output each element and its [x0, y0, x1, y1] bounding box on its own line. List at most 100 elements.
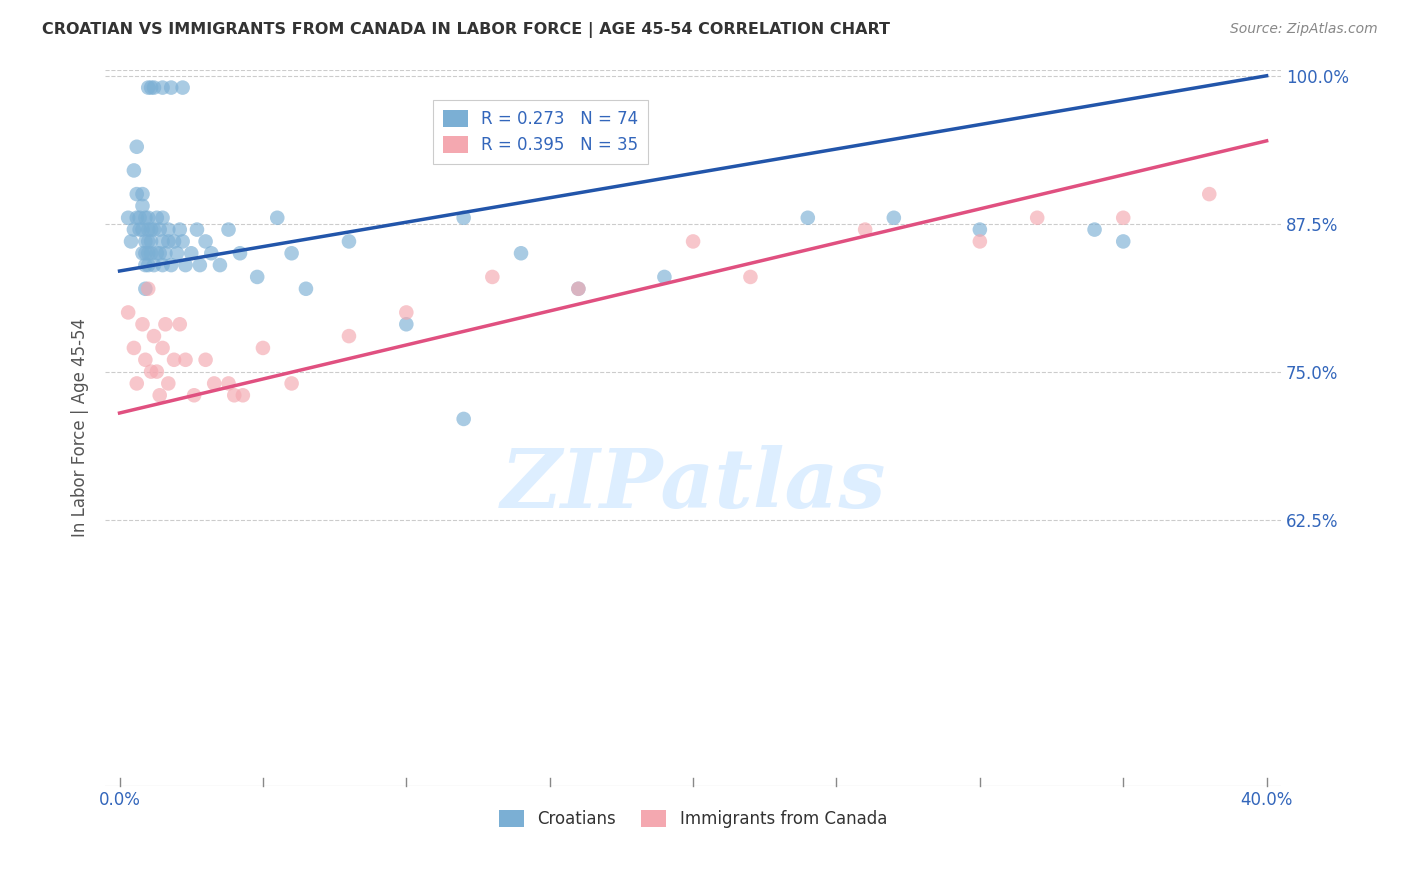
Point	[453, 412, 475, 426]
Point	[174, 258, 197, 272]
Point	[252, 341, 274, 355]
Point	[1112, 211, 1135, 225]
Point	[125, 376, 148, 391]
Point	[152, 341, 174, 355]
Point	[174, 352, 197, 367]
Point	[246, 269, 269, 284]
Point	[131, 246, 153, 260]
Point	[136, 211, 159, 225]
Point	[143, 80, 166, 95]
Point	[453, 211, 475, 225]
Point	[152, 235, 174, 249]
Point	[194, 352, 217, 367]
Point	[136, 235, 159, 249]
Point	[654, 269, 676, 284]
Point	[567, 282, 589, 296]
Point	[163, 235, 186, 249]
Point	[160, 258, 183, 272]
Point	[134, 282, 156, 296]
Point	[125, 140, 148, 154]
Point	[1083, 222, 1105, 236]
Point	[128, 211, 150, 225]
Y-axis label: In Labor Force | Age 45-54: In Labor Force | Age 45-54	[72, 318, 89, 537]
Point	[122, 341, 145, 355]
Point	[218, 376, 240, 391]
Point	[186, 222, 208, 236]
Point	[567, 282, 589, 296]
Point	[797, 211, 820, 225]
Point	[136, 222, 159, 236]
Point	[202, 376, 225, 391]
Point	[157, 222, 180, 236]
Point	[280, 246, 302, 260]
Point	[218, 222, 240, 236]
Point	[157, 376, 180, 391]
Point	[280, 376, 302, 391]
Point	[155, 246, 177, 260]
Point	[136, 258, 159, 272]
Point	[139, 235, 162, 249]
Point	[143, 258, 166, 272]
Point	[152, 211, 174, 225]
Point	[152, 258, 174, 272]
Point	[740, 269, 762, 284]
Point	[208, 258, 231, 272]
Point	[510, 246, 533, 260]
Point	[180, 246, 202, 260]
Point	[117, 305, 139, 319]
Point	[169, 318, 191, 332]
Point	[266, 211, 288, 225]
Point	[149, 246, 172, 260]
Point	[125, 211, 148, 225]
Text: CROATIAN VS IMMIGRANTS FROM CANADA IN LABOR FORCE | AGE 45-54 CORRELATION CHART: CROATIAN VS IMMIGRANTS FROM CANADA IN LA…	[42, 22, 890, 38]
Point	[969, 222, 991, 236]
Point	[853, 222, 876, 236]
Point	[134, 235, 156, 249]
Point	[188, 258, 211, 272]
Point	[131, 318, 153, 332]
Text: Source: ZipAtlas.com: Source: ZipAtlas.com	[1230, 22, 1378, 37]
Point	[134, 211, 156, 225]
Point	[172, 235, 194, 249]
Point	[1198, 187, 1220, 202]
Point	[200, 246, 222, 260]
Legend: Croatians, Immigrants from Canada: Croatians, Immigrants from Canada	[492, 803, 894, 835]
Point	[146, 365, 169, 379]
Point	[139, 222, 162, 236]
Point	[120, 235, 142, 249]
Point	[395, 305, 418, 319]
Text: ZIPatlas: ZIPatlas	[501, 445, 886, 525]
Point	[134, 246, 156, 260]
Point	[128, 222, 150, 236]
Point	[139, 365, 162, 379]
Point	[139, 80, 162, 95]
Point	[146, 211, 169, 225]
Point	[136, 80, 159, 95]
Point	[117, 211, 139, 225]
Point	[337, 235, 360, 249]
Point	[969, 235, 991, 249]
Point	[136, 246, 159, 260]
Point	[149, 222, 172, 236]
Point	[143, 329, 166, 343]
Point	[224, 388, 246, 402]
Point	[194, 235, 217, 249]
Point	[149, 388, 172, 402]
Point	[155, 318, 177, 332]
Point	[883, 211, 905, 225]
Point	[1026, 211, 1049, 225]
Point	[157, 235, 180, 249]
Point	[481, 269, 503, 284]
Point	[125, 187, 148, 202]
Point	[131, 199, 153, 213]
Point	[232, 388, 254, 402]
Point	[139, 246, 162, 260]
Point	[131, 187, 153, 202]
Point	[122, 222, 145, 236]
Point	[169, 222, 191, 236]
Point	[146, 246, 169, 260]
Point	[136, 282, 159, 296]
Point	[295, 282, 318, 296]
Point	[337, 329, 360, 343]
Point	[134, 352, 156, 367]
